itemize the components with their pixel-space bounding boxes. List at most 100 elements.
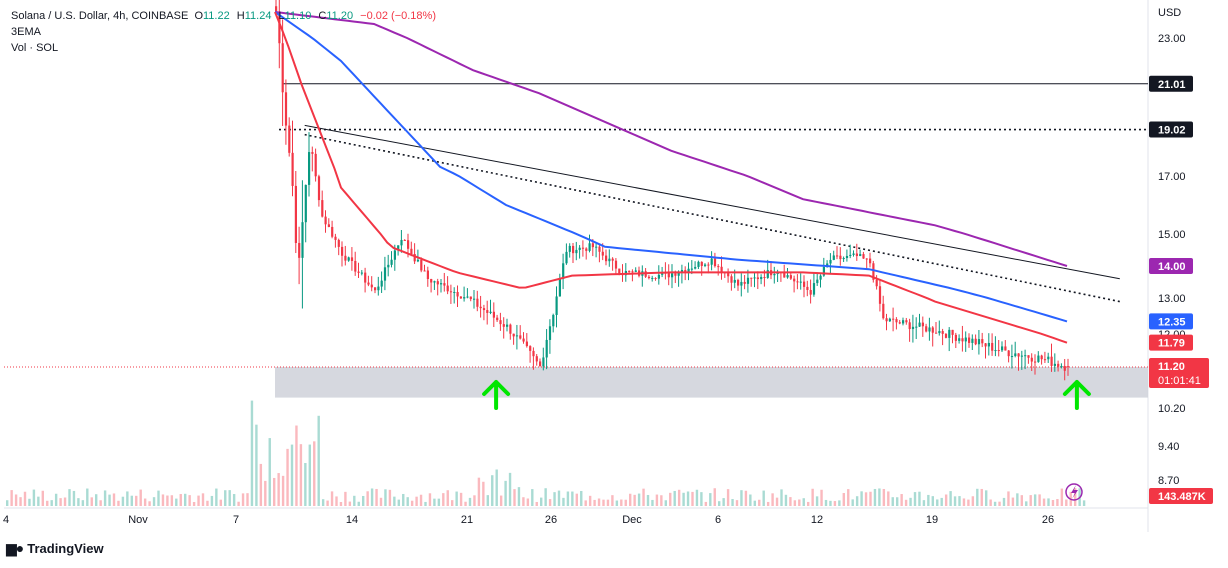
volume-bar: [1016, 493, 1019, 506]
volume-bar: [575, 493, 578, 506]
candle-body: [1040, 355, 1043, 360]
volume-bar: [798, 499, 801, 506]
candle-body: [370, 284, 373, 288]
candle-body: [674, 273, 677, 276]
arrow-up-icon[interactable]: [482, 380, 511, 410]
volume-bar: [477, 477, 481, 506]
volume-bar: [980, 488, 983, 506]
candle-body: [611, 258, 614, 261]
ema-slow-line: [274, 11, 1068, 267]
candle-body: [812, 283, 816, 295]
time-tick-label: 26: [1042, 514, 1054, 526]
candle-body: [433, 281, 436, 283]
candle-body: [605, 255, 608, 262]
volume-bar: [451, 500, 454, 506]
volume-bar: [753, 500, 756, 506]
ema-mid-badge: 12.35: [1149, 313, 1193, 330]
volume-bar: [709, 493, 712, 506]
candle-body: [601, 251, 604, 256]
annotation-arrows[interactable]: [482, 380, 1091, 410]
volume-bar: [112, 493, 116, 506]
volume-bar: [882, 488, 886, 506]
volume-bar: [46, 500, 49, 506]
countdown-value: 01:01:41: [1158, 375, 1201, 387]
horizontal-levels[interactable]: [4, 83, 1148, 368]
time-tick-label: 21: [461, 514, 473, 526]
candle-body: [1024, 355, 1027, 357]
volume-bar: [918, 491, 921, 506]
candle-body: [298, 242, 301, 258]
candle-body: [327, 224, 330, 227]
candle-body: [413, 253, 416, 262]
close-value: 11.20: [326, 10, 354, 22]
volume-bar: [909, 497, 912, 506]
last-price-badge: 11.20 01:01:41: [1149, 358, 1209, 388]
volume-bar: [900, 494, 903, 506]
candle-body: [529, 346, 532, 351]
indicator-label[interactable]: 3EMA: [11, 26, 41, 38]
candle-body: [496, 317, 499, 321]
candle-body: [842, 258, 845, 260]
volume-bar: [651, 499, 654, 506]
chart-legend: Solana / U.S. Dollar, 4h, COINBASE O11.2…: [11, 8, 436, 56]
candle-body: [1067, 366, 1070, 368]
candle-body: [407, 240, 410, 249]
level-badge-19-bg: [1149, 121, 1193, 138]
volume-bar: [873, 488, 877, 506]
volume-indicator-label[interactable]: Vol · SOL: [11, 42, 59, 54]
volume-bar: [526, 498, 530, 506]
volume-bar: [277, 473, 280, 506]
volume-bar: [353, 495, 356, 506]
candle-body: [928, 327, 931, 332]
volume-bar: [108, 494, 111, 506]
volume-bar: [281, 475, 285, 506]
candle-body: [948, 329, 951, 338]
candle-body: [878, 286, 882, 304]
volume-bar: [985, 490, 988, 506]
volume-bar: [1025, 501, 1028, 506]
candle-body: [869, 258, 872, 264]
arrow-up-icon[interactable]: [1062, 380, 1091, 410]
candle-body: [397, 245, 400, 251]
volume-bar: [784, 494, 788, 506]
candle-body: [710, 258, 713, 265]
tradingview-logo[interactable]: ▆● TradingView: [6, 540, 104, 557]
volume-bar: [59, 498, 62, 506]
candle-body: [278, 12, 281, 44]
ema-mid-line: [274, 11, 1068, 323]
volume-bar: [86, 488, 89, 506]
symbol-row[interactable]: Solana / U.S. Dollar, 4h, COINBASE O11.2…: [11, 8, 436, 24]
candle-body: [380, 280, 383, 287]
currency-label[interactable]: USD: [1158, 7, 1182, 19]
volume-bar: [90, 497, 93, 506]
candle-body: [760, 276, 763, 280]
candle-body: [793, 278, 796, 282]
candle-body: [836, 255, 839, 257]
high-value: 11.24: [244, 10, 272, 22]
volume-bar: [419, 494, 423, 506]
candle-body: [859, 254, 862, 257]
volume-bar: [206, 500, 209, 506]
ema-slow-badge-bg: [1149, 258, 1193, 274]
volume-bar: [584, 500, 587, 506]
solid-trendline[interactable]: [304, 124, 1120, 280]
time-axis[interactable]: 4 Nov 7 14 21 26 Dec 6 12 19 26: [3, 514, 1054, 526]
candle-body: [515, 335, 519, 337]
candle-body: [308, 152, 311, 185]
volume-bar: [749, 494, 752, 506]
volume-bar: [402, 493, 405, 506]
volume-bar: [126, 491, 129, 506]
open-value: 11.22: [203, 10, 230, 22]
candle-body: [591, 243, 594, 248]
dotted-trendline[interactable]: [304, 133, 1120, 303]
lightning-icon[interactable]: [1065, 483, 1083, 501]
candle-body: [502, 324, 505, 327]
volume-bar: [264, 480, 267, 506]
level-badge-21-text: 21.01: [1158, 79, 1186, 91]
trendlines[interactable]: [304, 124, 1120, 303]
volume-bar: [829, 500, 832, 506]
volume-bars: [6, 400, 1086, 506]
volume-bar: [313, 441, 316, 506]
